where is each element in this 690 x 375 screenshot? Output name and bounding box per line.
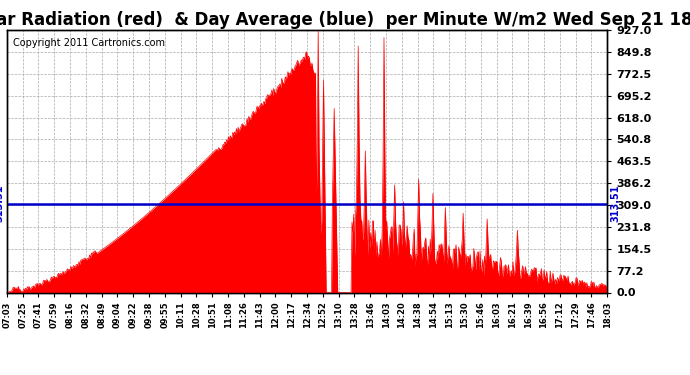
Text: 313.51: 313.51 xyxy=(0,185,4,222)
Text: 313.51: 313.51 xyxy=(610,185,620,222)
Text: Solar Radiation (red)  & Day Average (blue)  per Minute W/m2 Wed Sep 21 18:27: Solar Radiation (red) & Day Average (blu… xyxy=(0,11,690,29)
Text: Copyright 2011 Cartronics.com: Copyright 2011 Cartronics.com xyxy=(13,38,165,48)
